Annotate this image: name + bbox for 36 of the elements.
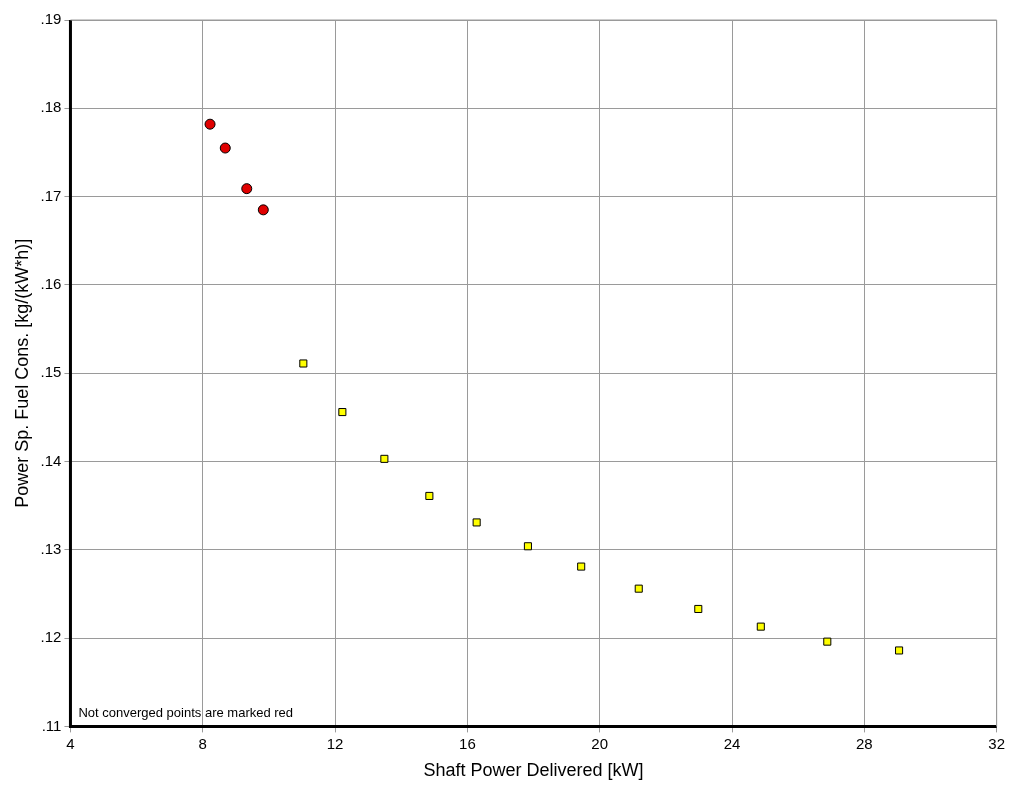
point [241, 183, 253, 195]
y-tick-label: .17 [40, 186, 62, 204]
y-tick-label: .11 [41, 716, 62, 734]
annotation: Not converged points are marked red [78, 705, 294, 721]
y-tick-label: .16 [40, 275, 62, 293]
y-tick-label: .19 [40, 10, 62, 28]
x-tick-label: 20 [591, 734, 609, 752]
point [257, 204, 269, 216]
y-axis-title: Power Sp. Fuel Cons. [kg/(kW*h)] [11, 238, 32, 508]
x-tick-label: 16 [459, 734, 476, 752]
y-tick-label: .12 [40, 628, 62, 646]
point [425, 491, 434, 500]
point [634, 584, 643, 593]
point [472, 518, 481, 527]
point [380, 454, 389, 463]
point [219, 142, 231, 154]
y-tick-label: .14 [40, 451, 62, 469]
x-tick-label: 28 [856, 734, 873, 752]
point [756, 622, 765, 631]
point [694, 604, 703, 613]
x-tick-label: 8 [198, 734, 207, 752]
x-tick-label: 32 [988, 734, 1005, 752]
x-tick-label: 4 [66, 734, 75, 752]
point [895, 646, 904, 655]
point [823, 637, 832, 646]
point [338, 408, 347, 417]
x-tick-label: 24 [723, 734, 741, 752]
point [523, 542, 532, 551]
point [577, 562, 586, 571]
x-axis-title: Shaft Power Delivered [kW] [423, 760, 644, 781]
point [299, 359, 308, 368]
x-tick-label: 12 [326, 734, 344, 752]
point [204, 118, 216, 130]
y-tick-label: .15 [40, 363, 62, 381]
y-tick-label: .18 [40, 98, 62, 116]
y-tick-label: .13 [40, 539, 62, 557]
